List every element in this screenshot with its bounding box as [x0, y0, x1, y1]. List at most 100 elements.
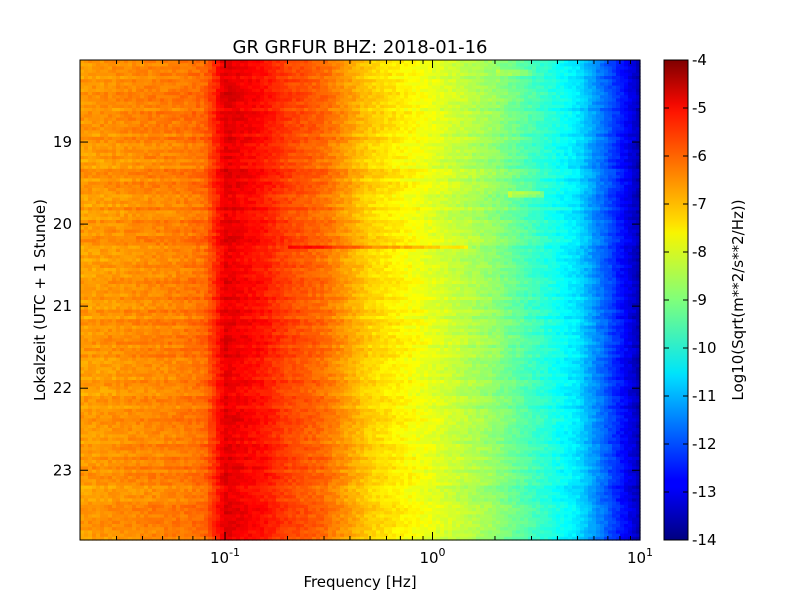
heatmap-cell — [312, 63, 317, 67]
heatmap-cell — [216, 104, 221, 109]
heatmap-cell — [132, 104, 137, 109]
heatmap-cell — [216, 88, 221, 93]
heatmap-cell — [408, 95, 413, 99]
heatmap-cell — [308, 104, 313, 109]
heatmap-cell — [564, 66, 569, 71]
heatmap-cell — [512, 76, 517, 80]
heatmap-cell — [296, 95, 301, 99]
heatmap-cell — [128, 108, 133, 112]
heatmap-cell — [232, 98, 237, 103]
heatmap-cell — [352, 85, 357, 90]
heatmap-cell — [596, 79, 601, 83]
heatmap-cell — [120, 104, 125, 109]
heatmap-cell — [444, 72, 449, 77]
heatmap-cell — [472, 60, 477, 64]
heatmap-cell — [344, 72, 349, 77]
heatmap-cell — [116, 98, 121, 103]
heatmap-cell — [612, 98, 617, 103]
heatmap-cell — [280, 88, 285, 93]
heatmap-cell — [268, 104, 273, 109]
heatmap-cell — [164, 72, 169, 77]
heatmap-cell — [112, 98, 117, 103]
heatmap-cell — [632, 72, 637, 77]
heatmap-cell — [244, 88, 249, 93]
heatmap-cell — [100, 85, 105, 90]
heatmap-cell — [84, 82, 89, 87]
heatmap-cell — [348, 92, 353, 96]
heatmap-cell — [440, 60, 445, 64]
heatmap-cell — [212, 92, 217, 96]
heatmap-cell — [104, 88, 109, 93]
heatmap-cell — [576, 72, 581, 77]
heatmap-cell — [620, 63, 625, 67]
heatmap-cell — [108, 101, 113, 106]
heatmap-cell — [228, 85, 233, 90]
heatmap-cell — [388, 95, 393, 99]
heatmap-cell — [424, 72, 429, 77]
heatmap-cell — [432, 88, 437, 93]
heatmap-cell — [160, 85, 165, 90]
heatmap-cell — [376, 69, 381, 74]
heatmap-cell — [440, 63, 445, 67]
heatmap-cell — [468, 95, 473, 99]
heatmap-cell — [624, 76, 629, 80]
heatmap-cell — [148, 79, 153, 83]
heatmap-cell — [532, 63, 537, 67]
heatmap-cell — [140, 63, 145, 67]
heatmap-cell — [428, 82, 433, 87]
heatmap-cell — [148, 85, 153, 90]
heatmap-cell — [288, 66, 293, 71]
heatmap-cell — [116, 88, 121, 93]
heatmap-cell — [616, 76, 621, 80]
heatmap-cell — [600, 98, 605, 103]
heatmap-cell — [144, 88, 149, 93]
heatmap-cell — [628, 95, 633, 99]
heatmap-cell — [268, 85, 273, 90]
heatmap-cell — [436, 98, 441, 103]
heatmap-cell — [564, 101, 569, 106]
heatmap-cell — [228, 60, 233, 64]
heatmap-cell — [460, 69, 465, 74]
heatmap-cell — [264, 82, 269, 87]
heatmap-cell — [580, 63, 585, 67]
heatmap-cell — [456, 95, 461, 99]
heatmap-cell — [456, 69, 461, 74]
heatmap-cell — [116, 82, 121, 87]
heatmap-cell — [436, 60, 441, 64]
heatmap-cell — [152, 101, 157, 106]
heatmap-cell — [132, 66, 137, 71]
heatmap-cell — [220, 63, 225, 67]
heatmap-cell — [468, 79, 473, 83]
heatmap-cell — [400, 66, 405, 71]
heatmap-cell — [616, 104, 621, 109]
heatmap-cell — [584, 60, 589, 64]
heatmap-cell — [544, 104, 549, 109]
heatmap-cell — [256, 85, 261, 90]
heatmap-cell — [532, 104, 537, 109]
heatmap-cell — [436, 63, 441, 67]
heatmap-cell — [448, 101, 453, 106]
heatmap-cell — [152, 95, 157, 99]
heatmap-cell — [232, 69, 237, 74]
heatmap-cell — [184, 63, 189, 67]
heatmap-cell — [432, 92, 437, 96]
heatmap-cell — [496, 72, 501, 77]
heatmap-cell — [580, 66, 585, 71]
heatmap-cell — [260, 69, 265, 74]
heatmap-cell — [364, 101, 369, 106]
heatmap-cell — [376, 95, 381, 99]
heatmap-cell — [600, 104, 605, 109]
heatmap-cell — [508, 92, 513, 96]
heatmap-cell — [464, 72, 469, 77]
heatmap-cell — [304, 76, 309, 80]
heatmap-cell — [544, 98, 549, 103]
heatmap-cell — [460, 82, 465, 87]
heatmap-cell — [604, 88, 609, 93]
heatmap-cell — [412, 79, 417, 83]
heatmap-cell — [552, 69, 557, 74]
heatmap-cell — [580, 79, 585, 83]
heatmap-cell — [168, 72, 173, 77]
heatmap-cell — [428, 72, 433, 77]
heatmap-cell — [548, 69, 553, 74]
heatmap-cell — [392, 95, 397, 99]
